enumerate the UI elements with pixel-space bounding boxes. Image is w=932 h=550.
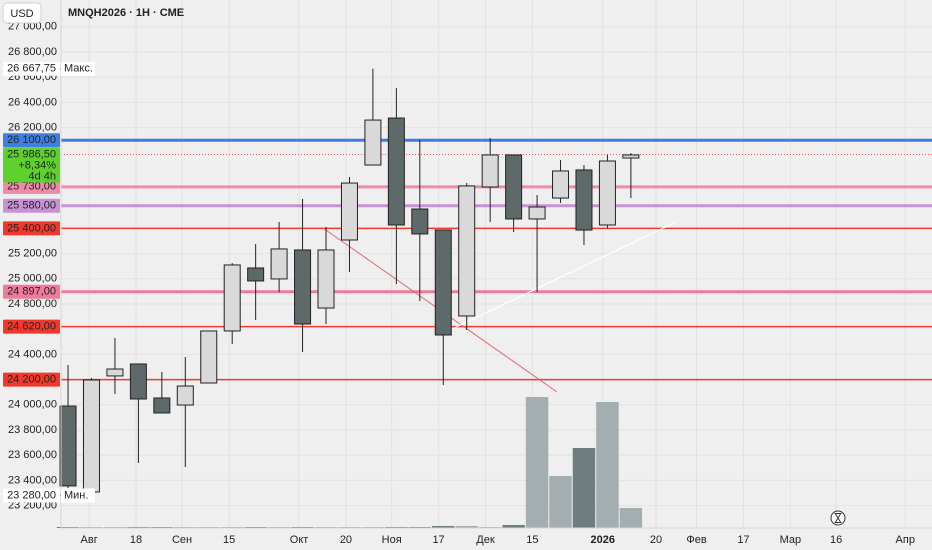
level-badge (3, 179, 60, 194)
candle-body (153, 397, 171, 414)
candle-body (411, 208, 429, 235)
replay-icon[interactable] (830, 510, 846, 526)
level-badge (3, 198, 60, 213)
level-badge-text: 25 400,00 (7, 222, 56, 234)
volume-bar (572, 448, 596, 528)
extreme-badge (3, 488, 60, 503)
candle-body (575, 169, 593, 231)
candle-body (434, 229, 452, 336)
x-tick-label: 20 (340, 534, 352, 546)
extreme-text: Мин. (64, 489, 88, 501)
x-tick-label: 15 (223, 534, 235, 546)
x-tick-label: Окт (290, 534, 309, 546)
candle-body (622, 154, 640, 159)
y-tick-label: 24 400,00 (8, 348, 57, 360)
candles-layer (59, 68, 640, 494)
y-tick-label: 23 800,00 (8, 424, 57, 436)
x-tick-label: Дек (476, 534, 495, 546)
volume-bar (596, 402, 619, 528)
currency-button[interactable] (2, 2, 42, 24)
y-tick-label: 24 800,00 (8, 298, 57, 310)
level-badge (3, 284, 60, 299)
candle-body (528, 206, 546, 220)
volume-bar (619, 508, 643, 528)
x-tick-label: 2026 (590, 534, 614, 546)
y-tick-label: 23 400,00 (8, 474, 57, 486)
volume-bar (525, 397, 549, 528)
level-badge-text: 24 200,00 (7, 373, 56, 385)
currency[interactable]: USD (10, 8, 33, 20)
y-tick-label: 26 200,00 (8, 122, 57, 134)
x-tick-label: 15 (526, 534, 538, 546)
level-badge (3, 372, 60, 387)
level-badge-text: 25 730,00 (7, 181, 56, 193)
extreme-tag (61, 488, 95, 503)
x-tick-label: 18 (130, 534, 142, 546)
candle-body (481, 154, 499, 188)
candle-body (505, 154, 523, 220)
extreme-badge-text: 26 667,75 (7, 63, 56, 75)
y-tick-label: 26 800,00 (8, 46, 57, 58)
y-tick-label: 24 000,00 (8, 399, 57, 411)
y-tick-label: 25 000,00 (8, 273, 57, 285)
y-tick-label: 23 600,00 (8, 449, 57, 461)
level-badge (3, 319, 60, 334)
candle-body (59, 405, 77, 487)
level-badge (3, 133, 60, 148)
extreme-text: Макс. (64, 63, 93, 75)
level-badge-text: 25 580,00 (7, 200, 56, 212)
candle-body (340, 182, 358, 241)
candle-body (317, 249, 335, 309)
trend-line (449, 222, 675, 331)
candle-body (387, 117, 405, 226)
level-badge-text: 26 100,00 (7, 134, 56, 146)
volume-bar (432, 526, 455, 528)
current-badge-text: 25 986,50 (7, 148, 56, 160)
x-tick-label: Авг (81, 534, 98, 546)
volume-bar (549, 476, 572, 528)
current-badge-text: +8,34% (18, 159, 56, 171)
x-tick-label: Сен (172, 534, 192, 546)
candle-body (106, 368, 124, 377)
candle-body (552, 170, 570, 199)
candle-body (82, 379, 100, 493)
x-tick-label: Фев (686, 534, 706, 546)
level-badge-text: 24 897,00 (7, 286, 56, 298)
x-tick-label: 16 (830, 534, 842, 546)
y-tick-label: 27 000,00 (8, 21, 57, 33)
extreme-tag (61, 61, 95, 76)
level-badge-text: 24 620,00 (7, 321, 56, 333)
candle-body (458, 185, 476, 317)
x-tick-label: 17 (432, 534, 444, 546)
current-badge-text: 4d 4h (28, 170, 56, 182)
x-tick-label: 20 (650, 534, 662, 546)
y-tick-label: 25 200,00 (8, 248, 57, 260)
x-tick-label: Апр (896, 534, 915, 546)
extreme-badge (3, 61, 60, 76)
x-tick-label: 17 (737, 534, 749, 546)
chart-title: MNQH2026 · 1H · CME (68, 7, 184, 19)
x-tick-label: Мар (780, 534, 802, 546)
candle-body (200, 330, 218, 384)
candle-body (129, 363, 147, 400)
volume-bar (502, 525, 525, 528)
candle-body (270, 248, 288, 280)
x-tick-label: Ноя (382, 534, 402, 546)
candle-body (223, 264, 241, 332)
y-tick-label: 26 400,00 (8, 96, 57, 108)
extreme-badge-text: 23 280,00 (7, 489, 56, 501)
candle-body (364, 119, 382, 166)
current-badge (3, 147, 60, 183)
volume-bar (455, 526, 478, 528)
candle-body (598, 160, 616, 226)
level-badge (3, 221, 60, 236)
candle-body (294, 249, 312, 325)
candle-body (176, 385, 194, 406)
candle-body (247, 267, 265, 282)
